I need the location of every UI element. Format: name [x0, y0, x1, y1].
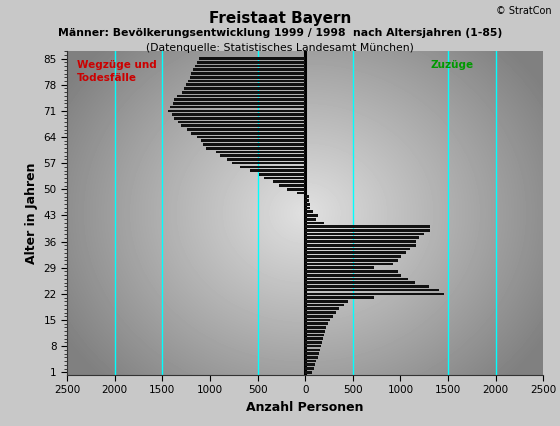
Bar	[305, 348, 320, 351]
Bar	[191, 132, 305, 135]
Bar	[186, 83, 305, 86]
Bar	[193, 69, 305, 71]
Bar	[250, 169, 305, 172]
Text: Freistaat Bayern: Freistaat Bayern	[209, 11, 351, 26]
Text: (Datenquelle: Statistisches Landesamt München): (Datenquelle: Statistisches Landesamt Mü…	[146, 43, 414, 52]
Bar	[203, 143, 305, 146]
Bar	[305, 270, 398, 273]
Bar	[174, 117, 305, 120]
Bar	[305, 311, 335, 314]
Bar	[305, 266, 374, 269]
Bar	[188, 80, 305, 82]
Bar	[305, 244, 416, 247]
Bar	[305, 278, 408, 280]
Bar	[297, 192, 305, 194]
Bar	[178, 121, 305, 124]
Bar	[184, 87, 305, 90]
Text: © StratCon: © StratCon	[496, 6, 552, 16]
Bar	[305, 293, 444, 295]
Bar	[305, 322, 328, 325]
Bar	[287, 188, 305, 190]
Bar	[305, 214, 318, 217]
Bar	[195, 65, 305, 67]
Bar	[273, 181, 305, 183]
Bar	[305, 315, 333, 318]
Bar	[305, 210, 313, 213]
Bar	[199, 57, 305, 60]
Bar	[278, 184, 305, 187]
Bar	[305, 360, 316, 363]
Bar	[305, 352, 319, 355]
Bar	[177, 95, 305, 97]
Bar	[305, 367, 314, 370]
Bar	[305, 289, 440, 291]
Bar	[305, 341, 322, 344]
X-axis label: Anzahl Personen: Anzahl Personen	[246, 401, 364, 414]
Bar	[259, 173, 305, 176]
Bar	[197, 135, 305, 138]
Bar	[305, 371, 312, 374]
Bar	[170, 106, 305, 109]
Bar	[305, 233, 424, 236]
Bar	[305, 203, 310, 206]
Bar	[305, 356, 318, 359]
Bar	[305, 330, 325, 333]
Bar	[305, 308, 339, 310]
Bar	[305, 248, 410, 250]
Bar	[305, 304, 344, 306]
Text: Männer: Bevölkerungsentwicklung 1999 / 1998  nach Altersjahren (1-85): Männer: Bevölkerungsentwicklung 1999 / 1…	[58, 28, 502, 37]
Bar	[305, 199, 309, 202]
Bar	[305, 196, 310, 198]
Bar	[305, 334, 324, 336]
Bar	[206, 147, 305, 150]
Bar	[305, 300, 348, 302]
Bar	[202, 139, 305, 142]
Bar	[221, 154, 305, 157]
Bar	[232, 162, 305, 164]
Bar	[305, 363, 315, 366]
Bar	[305, 281, 414, 284]
Bar	[264, 177, 305, 179]
Y-axis label: Alter in Jahren: Alter in Jahren	[25, 162, 38, 264]
Bar	[227, 158, 305, 161]
Bar	[305, 319, 330, 321]
Bar	[305, 296, 374, 299]
Bar	[305, 274, 402, 276]
Bar	[305, 207, 310, 209]
Bar	[305, 222, 324, 224]
Bar	[172, 113, 305, 116]
Bar	[305, 326, 326, 329]
Bar	[305, 229, 430, 232]
Bar	[305, 225, 430, 228]
Bar	[305, 251, 406, 254]
Bar	[173, 102, 305, 105]
Bar	[305, 337, 323, 340]
Bar	[305, 285, 429, 288]
Bar	[182, 91, 305, 94]
Bar	[167, 109, 305, 112]
Bar	[305, 240, 416, 243]
Bar	[216, 151, 305, 153]
Bar	[305, 236, 419, 239]
Bar	[192, 72, 305, 75]
Bar	[197, 61, 305, 63]
Bar	[181, 124, 305, 127]
Text: Zuzüge: Zuzüge	[431, 60, 474, 70]
Bar	[305, 262, 393, 265]
Text: Wegzüge und
Todesfälle: Wegzüge und Todesfälle	[77, 60, 156, 83]
Bar	[305, 255, 402, 258]
Bar	[174, 98, 305, 101]
Bar	[305, 218, 316, 221]
Bar	[187, 128, 305, 131]
Bar	[305, 259, 398, 262]
Bar	[305, 345, 321, 348]
Bar	[240, 166, 305, 168]
Bar	[189, 76, 305, 79]
